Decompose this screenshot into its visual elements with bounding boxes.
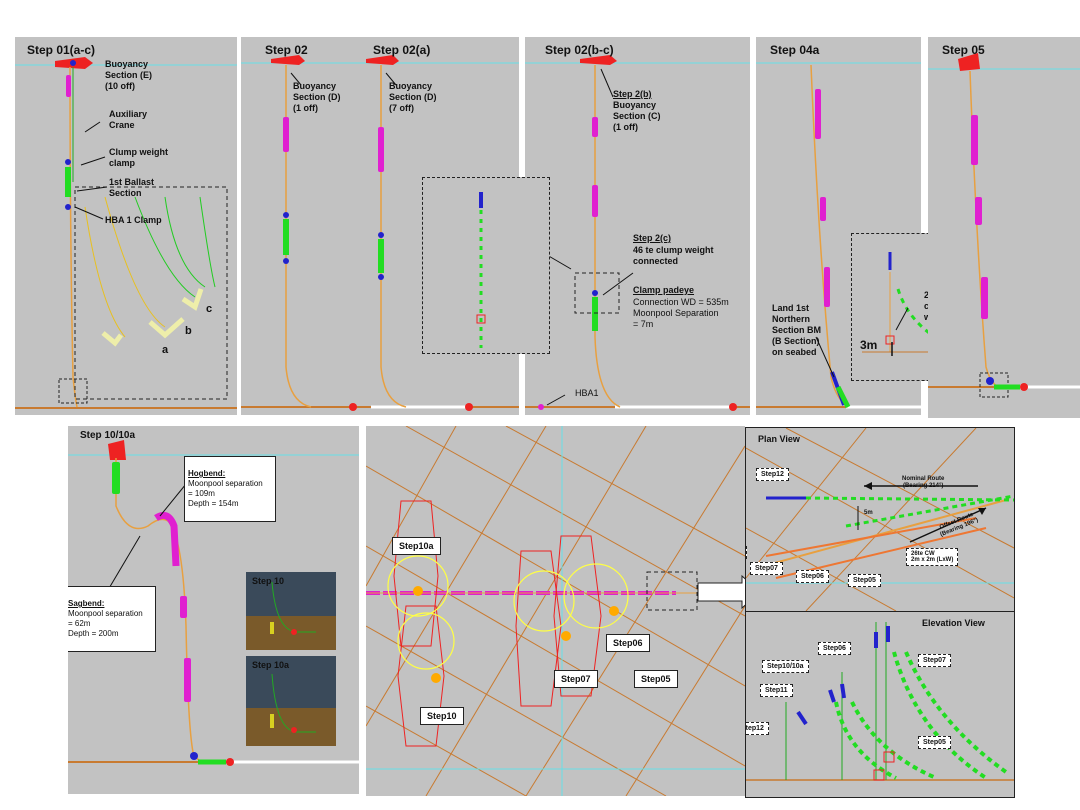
panel-title: Step 10/10a	[80, 430, 136, 441]
step-2c-label: Step 2(c)	[633, 233, 672, 243]
panel-title: Step 02(b-c)	[545, 43, 614, 57]
plan-view-title: Plan View	[758, 434, 800, 444]
buoyancy-label: Buoyancy Section (C) (1 off)	[613, 100, 661, 132]
buoyancy-label: Buoyancy Section (D) (7 off)	[389, 81, 437, 113]
vessel-icon	[580, 55, 617, 65]
label-a: a	[162, 344, 169, 356]
hogbend-box: Hogbend: Moonpool separation = 109m Dept…	[184, 456, 276, 522]
sagbend-box: Sagbend: Moonpool separation = 62m Depth…	[68, 586, 156, 652]
connection-wd-label: Connection WD = 535m Moonpool Separation…	[633, 297, 729, 329]
hogbend-title: Hogbend:	[188, 469, 226, 478]
label-c: c	[206, 303, 213, 315]
sagbend-title: Sagbend:	[68, 599, 105, 608]
elev-step11: Step11	[760, 684, 793, 697]
clump-weight-label: Clump weight clamp	[109, 147, 168, 168]
panel-title: Step 02(a)	[373, 43, 431, 57]
panel-2-drawing	[241, 55, 519, 411]
panel-step-02bc: Step 02(b-c) Step 2(b) Buoyancy Section …	[525, 37, 750, 415]
panel-step-10: Step 10/10a Hogbend: Moonpool separation…	[68, 426, 359, 794]
elev-step05: Step05	[918, 736, 951, 749]
vessel-icon	[271, 55, 305, 65]
panel-5-drawing	[928, 53, 1080, 398]
step10a-tag: Step10a	[392, 537, 441, 555]
panel-title: Step 05	[942, 43, 985, 57]
step05-tag: Step05	[634, 670, 678, 688]
sagbend-text: Moonpool separation = 62m Depth = 200m	[68, 609, 143, 638]
hba-clamp-label: HBA 1 Clamp	[105, 215, 162, 225]
vessel-icon	[958, 53, 980, 71]
plan-step05: Step05	[848, 574, 881, 587]
cw-tag: 26te CW 2m x 2m (LxW)	[906, 548, 959, 566]
panel-4-drawing	[756, 62, 921, 409]
panel-1-drawing	[15, 57, 237, 409]
panel-title: Step 01(a-c)	[27, 43, 96, 57]
dimension-3m: 3m	[860, 338, 878, 352]
elev-step07: Step07	[918, 654, 951, 667]
elev-step06: Step06	[818, 642, 851, 655]
panel-6-drawing	[68, 440, 359, 766]
panel-title: Step 04a	[770, 43, 820, 57]
inset-drawing	[246, 673, 336, 746]
padeye-label: Clamp padeye	[633, 285, 695, 295]
plan-step12: Step12	[756, 468, 789, 481]
elev-step10-10a: Step10/10a	[762, 660, 809, 673]
vessel-icon	[55, 57, 93, 69]
elev-step12: Step12	[746, 722, 769, 735]
label-b: b	[185, 325, 192, 337]
step06-tag: Step06	[606, 634, 650, 652]
inset-step-10: Step 10	[246, 572, 336, 650]
panel-elevation-view: Elevation View Step06 Step10/10a Step07 …	[745, 611, 1015, 798]
hba1-label: HBA1	[575, 388, 599, 398]
plan-step06: Step06	[796, 570, 829, 583]
vessel-icon	[108, 440, 126, 460]
elevation-view-title: Elevation View	[922, 618, 985, 628]
ballast-label: 1st Ballast Section	[109, 177, 155, 198]
land-section-label: Land 1st Northern Section BM (B Section)…	[772, 303, 822, 357]
panel-7-drawing	[366, 426, 745, 796]
inset-title: Step 10a	[252, 660, 290, 670]
elevation-drawing	[746, 622, 1014, 781]
panel-plan-view: Plan View Nominal Route (Bearing 214°) O…	[745, 427, 1015, 612]
nominal-route-label: Nominal Route (Bearing 214°)	[902, 476, 945, 489]
step10-tag: Step10	[420, 707, 464, 725]
distance-label: 5m	[864, 510, 873, 516]
panel-title: Step 02	[265, 43, 308, 57]
buoyancy-label: Buoyancy Section (E) (10 off)	[105, 59, 153, 91]
panel-plan-overview: Step10a Step10 Step06 Step07 Step05	[366, 426, 745, 796]
panel-step-05: Step 05	[928, 37, 1080, 418]
inset-step-10a: Step 10a	[246, 656, 336, 746]
panel-step-01: Step 01(a-c) Buoyancy Section (E) (10 of…	[15, 37, 237, 415]
inset-drawing	[476, 192, 486, 348]
inset-drawing	[246, 581, 336, 650]
step07-tag: Step07	[554, 670, 598, 688]
hogbend-text: Moonpool separation = 109m Depth = 154m	[188, 479, 263, 508]
vessel-icon	[366, 55, 399, 65]
buoyancy-label: Buoyancy Section (D) (1 off)	[293, 81, 341, 113]
aux-crane-label: Auxiliary Crane	[109, 109, 148, 130]
plan-view-drawing	[746, 428, 1014, 611]
clump-connected-label: 46 te clump weight connected	[633, 245, 714, 266]
inset-title: Step 10	[252, 576, 285, 586]
plan-step10: Step10	[746, 546, 747, 559]
plan-step07: Step07	[750, 562, 783, 575]
step-2b-label: Step 2(b)	[613, 89, 652, 99]
inset-clump-detail	[422, 177, 550, 354]
